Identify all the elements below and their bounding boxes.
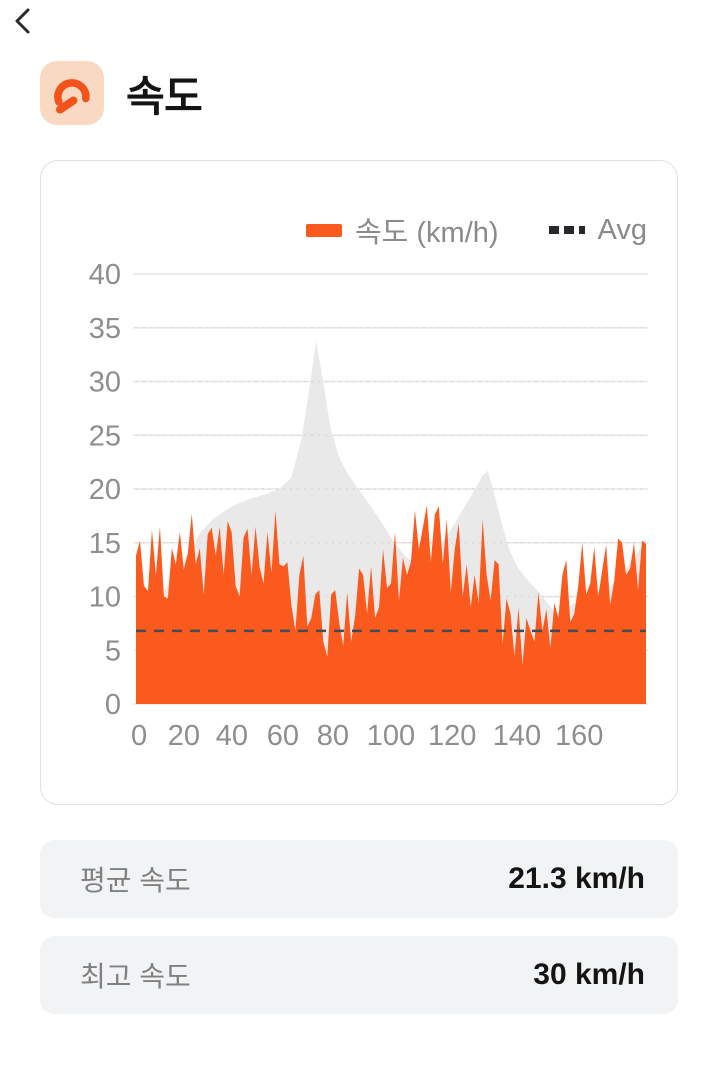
page-title: 속도 [126,72,203,120]
svg-text:0: 0 [105,689,121,721]
average-speed-value: 21.3 km/h [508,862,645,895]
svg-text:20: 20 [168,720,200,752]
svg-text:35: 35 [89,313,121,345]
avg-series-label: Avg [597,213,647,246]
max-speed-label: 최고 속도 [80,961,191,992]
svg-text:120: 120 [428,720,476,752]
svg-text:15: 15 [89,528,121,560]
svg-text:140: 140 [493,720,541,752]
svg-text:25: 25 [89,420,121,452]
speed-series-label: 속도 (km/h) [354,217,499,249]
chevron-left-icon [15,8,30,34]
svg-text:0: 0 [131,720,147,752]
average-speed-row: 평균 속도 21.3 km/h [40,840,678,918]
speed-chart-card: 속도 (km/h) Avg 0 5 10 15 20 25 30 35 40 0 20 40 60 80 1… [40,160,678,805]
average-speed-label: 평균 속도 [80,865,191,896]
svg-text:40: 40 [216,720,248,752]
svg-text:5: 5 [105,635,121,667]
max-speed-value: 30 km/h [533,958,645,991]
chart-legend: 속도 (km/h) Avg [305,209,647,251]
svg-text:30: 30 [89,367,121,399]
max-speed-row: 최고 속도 30 km/h [40,936,678,1014]
svg-text:20: 20 [89,474,121,506]
svg-text:40: 40 [89,259,121,291]
svg-text:10: 10 [89,582,121,614]
speedometer-icon [40,61,104,125]
svg-text:80: 80 [317,720,349,752]
svg-text:160: 160 [555,720,603,752]
svg-text:60: 60 [267,720,299,752]
page-header: 속도 [40,61,203,125]
back-button[interactable] [10,6,36,36]
svg-text:100: 100 [367,720,415,752]
speed-series-swatch [305,223,342,237]
speed-area-chart[interactable]: 0 5 10 15 20 25 30 35 40 0 20 40 60 80 100 120 140 160 [41,161,679,806]
avg-dashes-swatch [548,226,585,234]
